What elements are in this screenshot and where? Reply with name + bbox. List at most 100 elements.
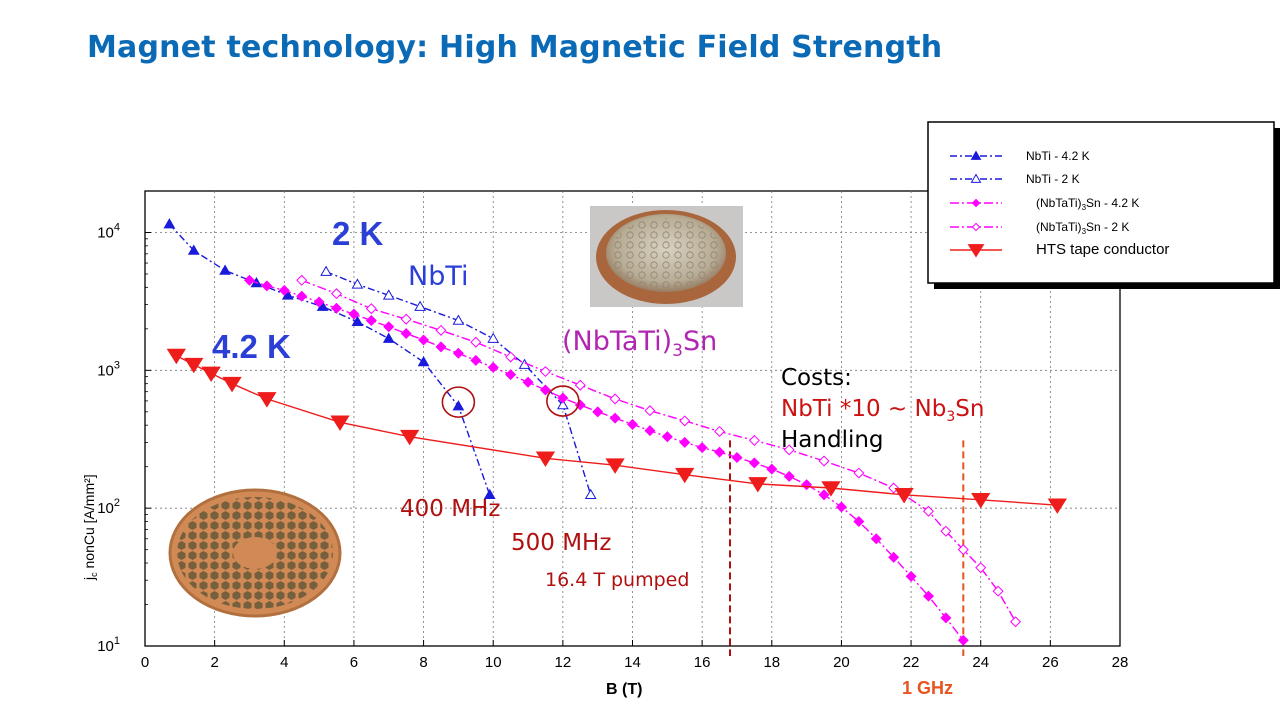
- data-point: [626, 418, 639, 430]
- data-point: [556, 399, 569, 410]
- data-point: [766, 463, 778, 475]
- data-point: [1047, 498, 1067, 514]
- data-point: [399, 429, 420, 446]
- label-nbtatisn: (NbTaTi)3Sn: [562, 326, 717, 361]
- data-point: [609, 393, 621, 405]
- data-point: [970, 173, 982, 183]
- wire-cross-section-image: [168, 488, 342, 618]
- data-point: [483, 488, 496, 500]
- x-axis-title: B (T): [606, 681, 642, 698]
- label-500mhz: 500 MHz: [511, 530, 611, 556]
- data-point: [414, 300, 426, 311]
- data-point: [853, 516, 865, 528]
- data-point: [313, 296, 325, 308]
- costs-title: Costs:: [781, 365, 852, 391]
- data-point: [348, 308, 360, 320]
- data-point: [522, 376, 534, 388]
- data-point: [557, 392, 569, 404]
- data-point: [331, 302, 343, 314]
- data-point: [331, 288, 343, 300]
- costs-pre: NbTi *10 ~ Nb: [781, 396, 946, 422]
- data-point: [505, 369, 517, 381]
- series-nbti42: [163, 218, 496, 500]
- data-point: [222, 376, 242, 393]
- costs-line: NbTi *10 ~ Nb3Sn: [781, 396, 984, 425]
- data-point: [505, 351, 517, 363]
- data-point: [970, 150, 982, 160]
- data-point: [853, 467, 865, 479]
- handling: Handling: [781, 427, 884, 453]
- legend-label: HTS tape conductor: [1036, 241, 1169, 258]
- data-point: [365, 314, 377, 326]
- series-line: [168, 223, 491, 496]
- x-tick-label: 8: [419, 654, 427, 671]
- data-point: [351, 278, 364, 289]
- x-tick-label: 12: [555, 654, 572, 671]
- x-tick-label: 0: [141, 654, 149, 671]
- data-point: [748, 434, 760, 446]
- data-point: [219, 264, 231, 275]
- data-point: [748, 477, 768, 493]
- x-tick-label: 10: [485, 654, 502, 671]
- data-point: [957, 634, 969, 646]
- costs-post: Sn: [955, 396, 984, 422]
- label-nbti: NbTi: [408, 261, 469, 292]
- data-point: [605, 458, 625, 474]
- data-point: [661, 431, 673, 443]
- data-point: [644, 405, 656, 417]
- data-point: [679, 436, 691, 448]
- legend: NbTi - 4.2 K NbTi - 2 K (NbTaTi)3Sn - 4.2 …: [927, 121, 1280, 289]
- data-point: [257, 392, 277, 408]
- data-point: [539, 384, 551, 396]
- data-point: [452, 347, 464, 359]
- highlight-circle: [546, 385, 580, 417]
- data-point: [452, 314, 465, 325]
- data-point: [922, 505, 934, 517]
- data-point: [452, 400, 465, 411]
- data-point: [243, 274, 255, 286]
- data-point: [400, 327, 412, 340]
- y-axis-title-sub: c: [89, 572, 99, 577]
- data-point: [574, 379, 586, 391]
- data-point: [535, 451, 556, 467]
- data-point: [383, 321, 395, 333]
- y-axis-title-main: j: [81, 577, 97, 581]
- data-point: [539, 366, 551, 378]
- nbtatisn-pre: (NbTaTi): [562, 326, 672, 357]
- data-point: [696, 442, 708, 454]
- series-nb3sn42: [243, 274, 969, 646]
- conductor-photo: [590, 206, 743, 307]
- data-point: [731, 452, 743, 464]
- data-point: [584, 488, 597, 500]
- data-point: [975, 562, 987, 574]
- legend-label: NbTi - 2 K: [1026, 172, 1080, 186]
- data-point: [644, 425, 656, 437]
- data-point: [679, 415, 691, 427]
- data-point: [435, 324, 447, 336]
- slide-title: Magnet technology: High Magnetic Field S…: [87, 30, 943, 65]
- data-point: [418, 334, 430, 346]
- label-pumped: 16.4 T pumped: [545, 569, 689, 591]
- nbtatisn-post: Sn: [683, 326, 717, 357]
- series-line: [175, 354, 1058, 506]
- data-point: [487, 332, 500, 343]
- data-point: [296, 274, 308, 286]
- highlight-circles: [441, 385, 580, 418]
- x-tick-label: 2: [210, 654, 218, 671]
- legend-label: NbTi - 4.2 K: [1026, 149, 1090, 163]
- series-nbti2: [320, 265, 597, 500]
- y-tick-label: 101: [97, 635, 120, 655]
- data-point: [783, 470, 795, 482]
- data-point: [971, 492, 991, 509]
- nbtatisn-sub: 3: [672, 341, 683, 361]
- data-point: [470, 354, 482, 366]
- legend-item-nb3sn42: (NbTaTi)3Sn - 4.2 K: [950, 196, 1139, 212]
- y-tick-label: 102: [97, 497, 120, 517]
- data-point: [163, 218, 176, 229]
- x-tick-label: 26: [1042, 654, 1059, 671]
- x-tick-label: 4: [280, 654, 288, 671]
- legend-label: (NbTaTi)3Sn - 4.2 K: [1036, 196, 1139, 212]
- x-tick-label: 22: [903, 654, 920, 671]
